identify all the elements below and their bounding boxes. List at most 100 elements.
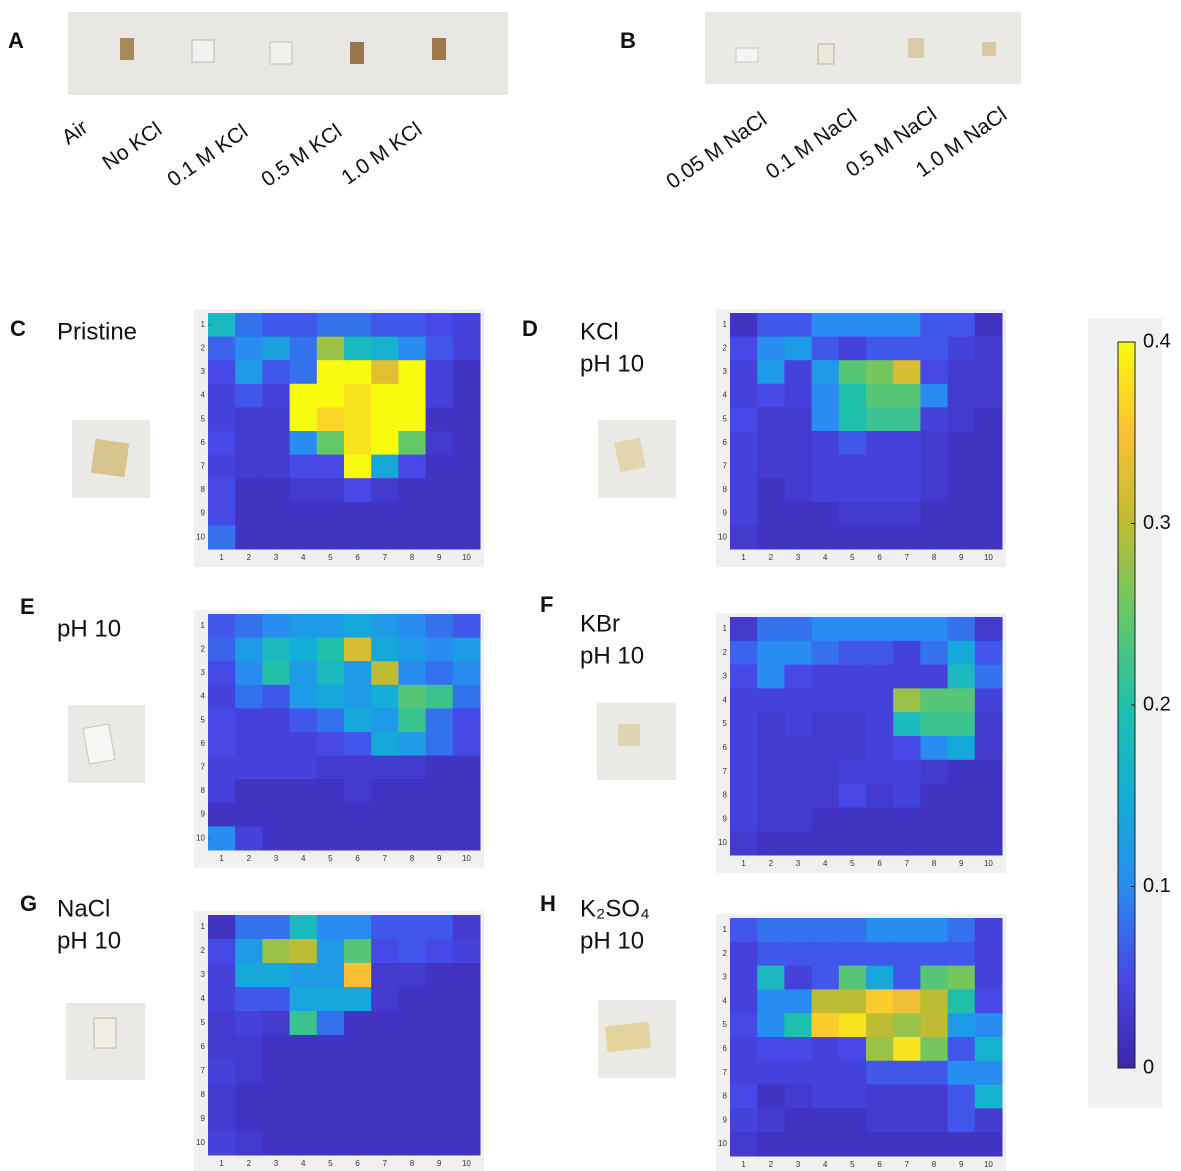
x-tick-label: 1 bbox=[741, 1160, 746, 1169]
heatmap-cell bbox=[426, 756, 454, 780]
heatmap-cell bbox=[235, 360, 263, 384]
heatmap-cell bbox=[371, 1107, 399, 1132]
heatmap-cell bbox=[208, 431, 236, 455]
heatmap-cell bbox=[893, 337, 921, 361]
heatmap-cell bbox=[426, 685, 454, 709]
heatmap: 1234567891012345678910 bbox=[194, 610, 484, 868]
heatmap-cell bbox=[344, 1035, 372, 1060]
heatmap-cell bbox=[235, 431, 263, 455]
y-tick-label: 3 bbox=[201, 367, 206, 376]
heatmap-cell bbox=[784, 760, 812, 784]
heatmap-cell bbox=[920, 1037, 948, 1061]
heatmap-cell bbox=[866, 525, 894, 549]
heatmap-cell bbox=[893, 478, 921, 502]
heatmap-cell bbox=[317, 708, 345, 732]
heatmap-cell bbox=[208, 939, 236, 964]
heatmap-cell bbox=[839, 407, 867, 431]
heatmap-cell bbox=[920, 360, 948, 384]
heatmap-cell bbox=[812, 807, 840, 831]
heatmap-cell bbox=[948, 712, 976, 736]
heatmap-cell bbox=[920, 665, 948, 689]
heatmap-cell bbox=[730, 360, 758, 384]
heatmap-cell bbox=[290, 1059, 318, 1084]
heatmap-cell bbox=[208, 1059, 236, 1084]
heatmap-cell bbox=[839, 1085, 867, 1109]
heatmap-cell bbox=[948, 688, 976, 712]
heatmap-cell bbox=[784, 1132, 812, 1156]
heatmap-cell bbox=[344, 1083, 372, 1108]
sample-label: 0.1 M NaCl bbox=[762, 105, 861, 184]
heatmap-cell bbox=[398, 313, 426, 337]
heatmap-cell bbox=[453, 1107, 481, 1132]
x-tick-label: 1 bbox=[219, 553, 224, 562]
heatmap-cell bbox=[757, 502, 785, 526]
x-tick-label: 3 bbox=[796, 553, 801, 562]
heatmap-cell bbox=[866, 641, 894, 665]
heatmap-cell bbox=[371, 455, 399, 479]
heatmap-cell bbox=[317, 915, 345, 940]
y-tick-label: 6 bbox=[723, 438, 728, 447]
heatmap-cell bbox=[784, 784, 812, 808]
x-tick-label: 3 bbox=[274, 854, 279, 863]
y-tick-label: 3 bbox=[723, 672, 728, 681]
heatmap-cell bbox=[317, 360, 345, 384]
heatmap-cell bbox=[262, 360, 290, 384]
heatmap-cell bbox=[235, 779, 263, 803]
y-tick-label: 1 bbox=[201, 320, 206, 329]
heatmap-cell bbox=[866, 384, 894, 408]
heatmap-cell bbox=[317, 939, 345, 964]
heatmap-cell bbox=[262, 1107, 290, 1132]
heatmap-cell bbox=[208, 337, 236, 361]
heatmap-cell bbox=[290, 1107, 318, 1132]
heatmap-cell bbox=[208, 455, 236, 479]
heatmap-cell bbox=[812, 431, 840, 455]
x-tick-label: 9 bbox=[959, 553, 964, 562]
heatmap-cell bbox=[784, 360, 812, 384]
heatmap-cell bbox=[757, 313, 785, 337]
x-tick-label: 7 bbox=[383, 854, 388, 863]
heatmap-cell bbox=[398, 614, 426, 638]
heatmap-cell bbox=[730, 807, 758, 831]
x-tick-label: 7 bbox=[905, 859, 910, 868]
heatmap-cell bbox=[317, 756, 345, 780]
heatmap: 1234567891012345678910 bbox=[716, 613, 1006, 873]
heatmap-cell bbox=[344, 455, 372, 479]
heatmap-cell bbox=[344, 803, 372, 827]
heatmap-cell bbox=[893, 431, 921, 455]
heatmap-cell bbox=[453, 685, 481, 709]
heatmap-cell bbox=[757, 712, 785, 736]
heatmap-cell bbox=[371, 1035, 399, 1060]
heatmap-cell bbox=[784, 478, 812, 502]
heatmap-cell bbox=[290, 826, 318, 850]
heatmap-cell bbox=[839, 736, 867, 760]
heatmap-cell bbox=[920, 455, 948, 479]
heatmap-cell bbox=[730, 712, 758, 736]
y-tick-label: 7 bbox=[201, 462, 206, 471]
heatmap-cell bbox=[262, 1035, 290, 1060]
heatmap-cell bbox=[975, 1037, 1003, 1061]
x-tick-label: 9 bbox=[437, 854, 442, 863]
heatmap-cell bbox=[453, 1059, 481, 1084]
heatmap-cell bbox=[371, 756, 399, 780]
heatmap-cell bbox=[893, 1085, 921, 1109]
heatmap-cell bbox=[453, 638, 481, 662]
heatmap-cell bbox=[784, 313, 812, 337]
y-tick-label: 8 bbox=[201, 1090, 206, 1099]
y-tick-label: 9 bbox=[201, 810, 206, 819]
heatmap-cell bbox=[317, 685, 345, 709]
y-tick-label: 8 bbox=[723, 791, 728, 800]
heatmap-cell bbox=[730, 502, 758, 526]
heatmap-cell bbox=[948, 1108, 976, 1132]
heatmap-cell bbox=[975, 784, 1003, 808]
heatmap-cell bbox=[235, 915, 263, 940]
heatmap-cell bbox=[398, 939, 426, 964]
heatmap-cell bbox=[344, 407, 372, 431]
heatmap-cell bbox=[453, 502, 481, 526]
heatmap-cell bbox=[398, 732, 426, 756]
panel-label: A bbox=[8, 28, 24, 53]
heatmap-cell bbox=[235, 732, 263, 756]
y-tick-label: 7 bbox=[201, 1066, 206, 1075]
heatmap-cell bbox=[893, 455, 921, 479]
heatmap-cell bbox=[920, 989, 948, 1013]
sample-label: 0.1 M KCl bbox=[163, 120, 252, 192]
